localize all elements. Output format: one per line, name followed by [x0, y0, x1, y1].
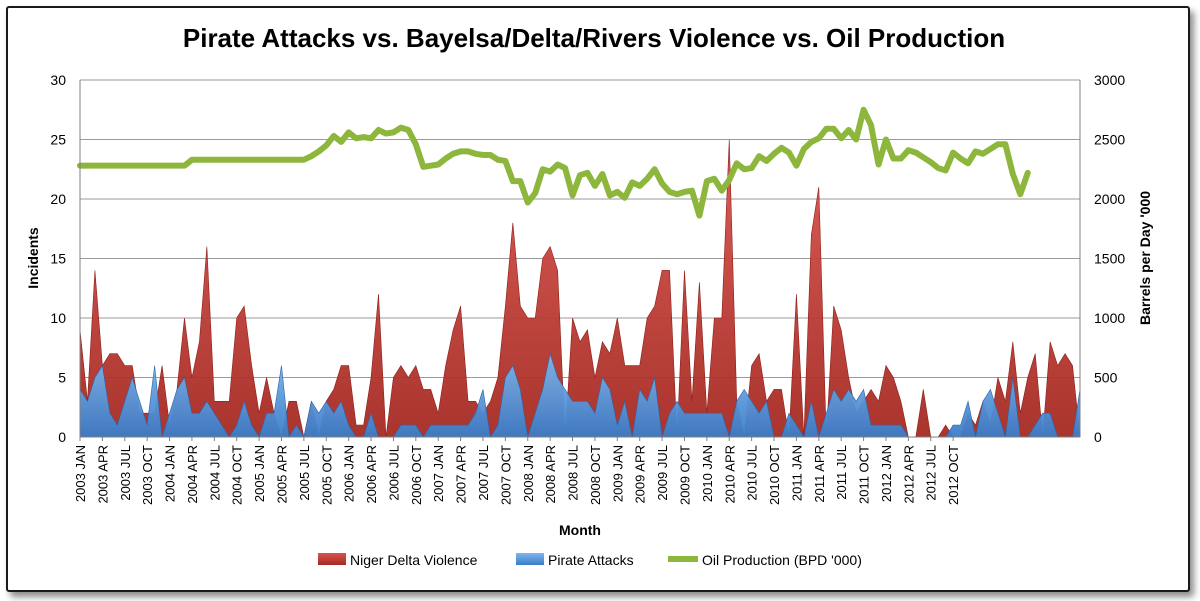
x-tick-label: 2006 OCT	[409, 445, 424, 505]
x-tick-label: 2011 JUL	[834, 445, 849, 500]
x-axis: 2003 JAN 2003 APR 2003 JUL 2003 OCT 2004 JAN…	[73, 437, 961, 505]
x-tick-label: 2009 APR	[633, 445, 648, 504]
legend-label: Oil Production (BPD '000)	[702, 552, 862, 568]
x-tick-label: 2004 JAN	[163, 445, 178, 502]
x-tick-label: 2005 JUL	[297, 445, 312, 501]
x-tick-label: 2005 OCT	[319, 445, 334, 505]
niger-delta-violence-area	[79, 139, 1081, 439]
x-tick-label: 2005 JAN	[252, 445, 267, 502]
x-tick-label: 2008 JAN	[521, 445, 536, 502]
x-tick-label: 2007 JUL	[476, 445, 491, 501]
y-tick-label: 5	[58, 370, 66, 386]
x-tick-label: 2003 JAN	[73, 445, 88, 502]
x-tick-label: 2010 JAN	[700, 445, 715, 502]
y-tick-label: 20	[50, 191, 66, 207]
x-tick-label: 2006 JUL	[386, 445, 401, 501]
x-tick-label: 2009 JAN	[610, 445, 625, 502]
y-tick-label: 15	[50, 251, 66, 267]
legend-item-niger-delta-violence: Niger Delta Violence	[318, 552, 478, 568]
x-tick-label: 2004 APR	[185, 445, 200, 504]
x-tick-label: 2006 JAN	[342, 445, 357, 502]
x-tick-label: 2008 OCT	[588, 445, 603, 505]
y2-tick-label: 2000	[1094, 191, 1125, 207]
x-tick-label: 2003 OCT	[140, 445, 155, 505]
oil-production-line	[77, 106, 1031, 219]
y2-tick-label: 3000	[1094, 72, 1125, 88]
x-tick-label: 2005 APR	[275, 445, 290, 504]
y-axis-left: 0 5 10 15 20 25 30	[50, 72, 66, 445]
x-tick-label: 2004 OCT	[230, 445, 245, 505]
y-tick-label: 0	[58, 429, 66, 445]
y-axis-right: 0 500 1000 1500 2000 2500 3000	[1094, 72, 1125, 445]
x-tick-label: 2009 OCT	[678, 445, 693, 505]
x-tick-label: 2003 APR	[95, 445, 110, 504]
x-tick-label: 2012 JUL	[924, 445, 939, 501]
x-tick-label: 2007 OCT	[498, 445, 513, 505]
y2-axis-label: Barrels per Day '000	[1137, 191, 1153, 325]
legend-swatch-red	[318, 553, 346, 565]
y-tick-label: 25	[50, 132, 66, 148]
x-tick-label: 2007 JAN	[431, 445, 446, 502]
axes	[79, 80, 1081, 438]
x-tick-label: 2008 JUL	[566, 445, 581, 501]
x-tick-label: 2009 JUL	[655, 445, 670, 501]
legend-item-oil-production: Oil Production (BPD '000)	[668, 552, 862, 568]
x-tick-label: 2004 JUL	[207, 445, 222, 501]
x-tick-label: 2012 JAN	[879, 445, 894, 502]
x-tick-label: 2008 APR	[543, 445, 558, 504]
plot-area	[77, 106, 1081, 439]
x-tick-label: 2012 OCT	[946, 445, 961, 505]
y-tick-label: 30	[50, 72, 66, 88]
y-tick-label: 10	[50, 310, 66, 326]
legend-label: Pirate Attacks	[548, 552, 634, 568]
chart-title: Pirate Attacks vs. Bayelsa/Delta/Rivers …	[183, 23, 1005, 53]
x-tick-label: 2012 APR	[901, 445, 916, 504]
x-tick-label: 2011 APR	[812, 445, 827, 503]
y2-tick-label: 1500	[1094, 251, 1125, 267]
y2-tick-label: 1000	[1094, 310, 1125, 326]
x-tick-label: 2010 JUL	[745, 445, 760, 501]
x-tick-label: 2007 APR	[454, 445, 469, 504]
x-axis-label: Month	[559, 522, 601, 538]
legend: Niger Delta Violence Pirate Attacks Oil …	[318, 552, 862, 568]
y2-tick-label: 2500	[1094, 132, 1125, 148]
x-tick-label: 2011 OCT	[857, 445, 872, 504]
y-axis-label: Incidents	[25, 227, 41, 289]
x-tick-label: 2006 APR	[364, 445, 379, 504]
x-tick-label: 2011 JAN	[789, 445, 804, 501]
y2-tick-label: 0	[1094, 429, 1102, 445]
legend-label: Niger Delta Violence	[350, 552, 478, 568]
x-tick-label: 2003 JUL	[118, 445, 133, 501]
y2-tick-label: 500	[1094, 370, 1118, 386]
x-tick-label: 2010 OCT	[767, 445, 782, 505]
legend-swatch-blue	[516, 553, 544, 565]
x-tick-label: 2010 APR	[722, 445, 737, 504]
legend-item-pirate-attacks: Pirate Attacks	[516, 552, 634, 568]
